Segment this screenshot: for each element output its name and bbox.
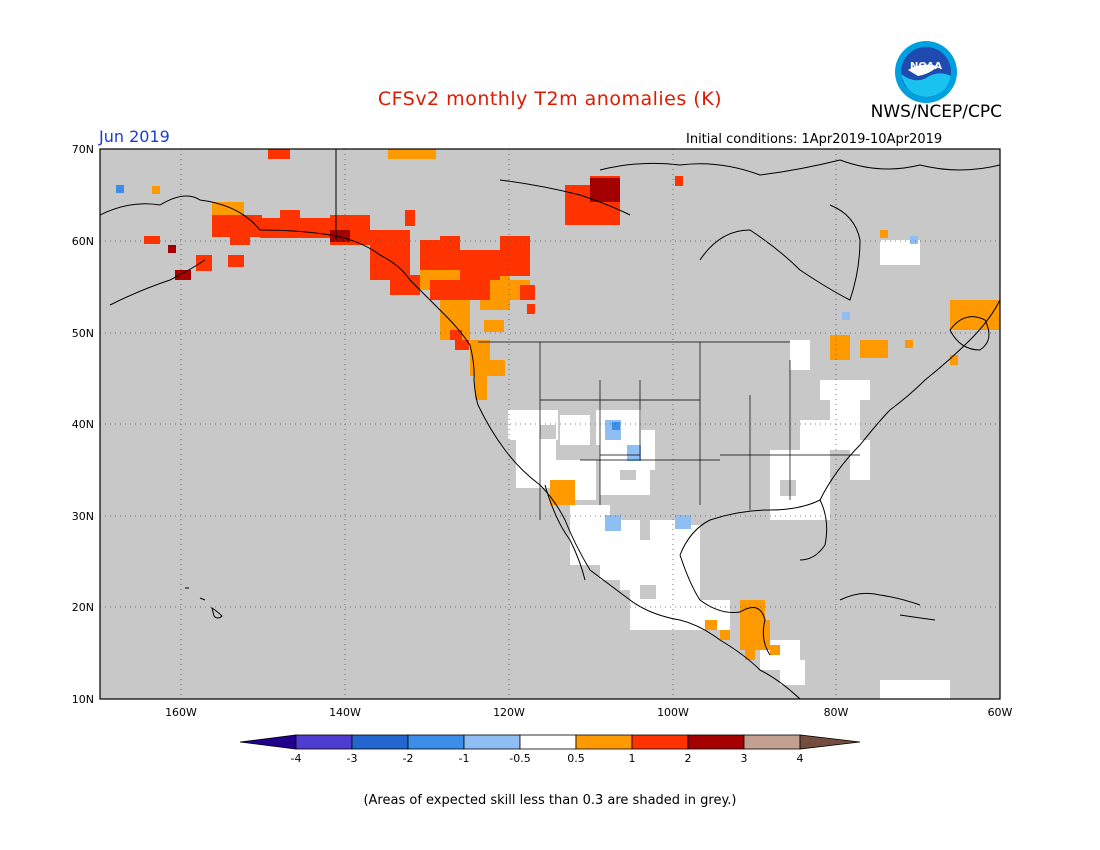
agency-label: NWS/NCEP/CPC — [870, 102, 1002, 122]
chart-title: CFSv2 monthly T2m anomalies (K) — [377, 88, 723, 110]
grey-patches — [540, 425, 796, 599]
colorbar-segment — [575, 734, 633, 750]
colorbar-segment — [687, 734, 745, 750]
lat-label: 10N — [72, 693, 94, 706]
colorbar-segment — [463, 734, 521, 750]
colorbar-segment — [631, 734, 689, 750]
colorbar-label: 1 — [629, 752, 636, 765]
initial-conditions: Initial conditions: 1Apr2019-10Apr2019 — [686, 132, 943, 147]
lat-label: 40N — [72, 418, 94, 431]
lat-label: 20N — [72, 601, 94, 614]
lat-label: 30N — [72, 510, 94, 523]
lon-label: 60W — [988, 706, 1013, 719]
map-frame — [99, 148, 1001, 700]
skill-footnote: (Areas of expected skill less than 0.3 a… — [363, 793, 737, 808]
valid-month: Jun 2019 — [99, 127, 170, 146]
grid-lines — [100, 149, 1000, 699]
colorbar-label: 4 — [797, 752, 804, 765]
anomaly-layer — [116, 149, 1000, 699]
warm-anomalies-3 — [168, 178, 620, 280]
lon-label: 100W — [657, 706, 689, 719]
colorbar-segment — [407, 734, 465, 750]
colorbar-label: -4 — [291, 752, 302, 765]
lat-label: 50N — [72, 327, 94, 340]
cool-anomalies — [605, 236, 918, 531]
colorbar-segment — [295, 734, 353, 750]
lat-label: 70N — [72, 143, 94, 156]
colorbar-label: -3 — [347, 752, 358, 765]
colorbar-segment — [351, 734, 409, 750]
coastlines — [100, 149, 1000, 699]
colorbar: -4 -3 -2 -1 -0.5 0.5 1 2 3 4 — [239, 734, 861, 765]
lon-label: 80W — [824, 706, 849, 719]
colorbar-label: 2 — [685, 752, 692, 765]
lon-label: 140W — [329, 706, 361, 719]
colorbar-arrow-high — [799, 734, 861, 750]
noaa-logo: NOAA — [895, 41, 957, 103]
warm-anomalies-1 — [152, 149, 1000, 660]
colorbar-segment — [519, 734, 577, 750]
colorbar-label: 3 — [741, 752, 748, 765]
colorbar-label: -0.5 — [509, 752, 530, 765]
lat-label: 60N — [72, 235, 94, 248]
colorbar-arrow-low — [239, 734, 297, 750]
colorbar-segment — [743, 734, 801, 750]
colorbar-label: 0.5 — [567, 752, 585, 765]
lon-label: 160W — [165, 706, 197, 719]
lat-axis: 70N 60N 50N 40N 30N 20N 10N — [72, 143, 94, 706]
lon-axis: 160W 140W 120W 100W 80W 60W — [165, 706, 1012, 719]
logo-text: NOAA — [910, 61, 942, 72]
lon-label: 120W — [493, 706, 525, 719]
political-borders — [478, 341, 860, 520]
colorbar-label: -1 — [459, 752, 470, 765]
colorbar-label: -2 — [403, 752, 414, 765]
cool-anomalies-strong — [116, 185, 620, 430]
